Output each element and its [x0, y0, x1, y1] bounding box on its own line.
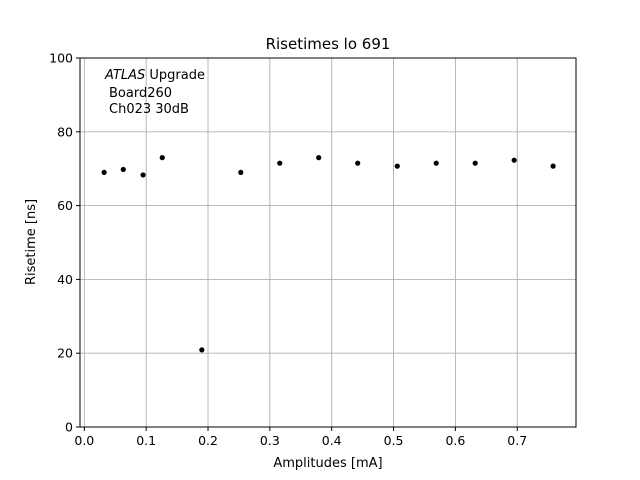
data-point — [120, 166, 126, 173]
x-tick-label: 0.1 — [136, 433, 156, 448]
data-points — [101, 155, 556, 353]
data-point — [355, 160, 361, 166]
data-point — [394, 163, 400, 169]
data-point — [140, 172, 146, 178]
x-tick-label: 0.4 — [322, 433, 342, 448]
annotation-line-2: Board260 — [109, 86, 172, 101]
annotation-atlas: ATLAS — [104, 68, 145, 83]
y-tick-label: 60 — [57, 198, 73, 213]
data-point — [101, 169, 107, 175]
x-axis-ticks: 0.0 0.1 0.2 0.3 0.4 0.5 0.6 0.7 — [74, 427, 527, 448]
data-point — [199, 347, 205, 353]
data-point — [511, 157, 517, 163]
annotation-box: ATLAS Upgrade Board260 Ch023 30dB — [104, 68, 205, 117]
data-point — [277, 160, 283, 166]
data-point — [238, 169, 244, 175]
y-tick-label: 20 — [57, 346, 73, 361]
annotation-line-1: ATLAS Upgrade — [104, 68, 205, 83]
data-point — [433, 160, 439, 166]
chart-title: Risetimes lo 691 — [266, 35, 391, 53]
data-point — [550, 163, 556, 169]
y-tick-label: 0 — [65, 420, 73, 435]
y-axis-ticks: 0 20 40 60 80 100 — [49, 51, 80, 435]
annotation-upgrade: Upgrade — [145, 68, 205, 83]
x-tick-label: 0.5 — [384, 433, 404, 448]
y-axis-label: Risetime [ns] — [24, 199, 39, 285]
x-tick-label: 0.2 — [198, 433, 218, 448]
plot-frame — [79, 57, 577, 428]
y-tick-label: 100 — [49, 51, 73, 66]
data-point — [316, 155, 322, 161]
y-tick-label: 40 — [57, 272, 73, 287]
x-tick-label: 0.7 — [507, 433, 527, 448]
x-tick-label: 0.3 — [260, 433, 280, 448]
data-point — [472, 160, 478, 166]
data-point — [159, 155, 165, 161]
y-tick-label: 80 — [57, 124, 73, 139]
annotation-line-3: Ch023 30dB — [109, 102, 189, 117]
x-axis-label: Amplitudes [mA] — [273, 456, 382, 471]
x-tick-label: 0.0 — [74, 433, 94, 448]
x-tick-label: 0.6 — [445, 433, 465, 448]
